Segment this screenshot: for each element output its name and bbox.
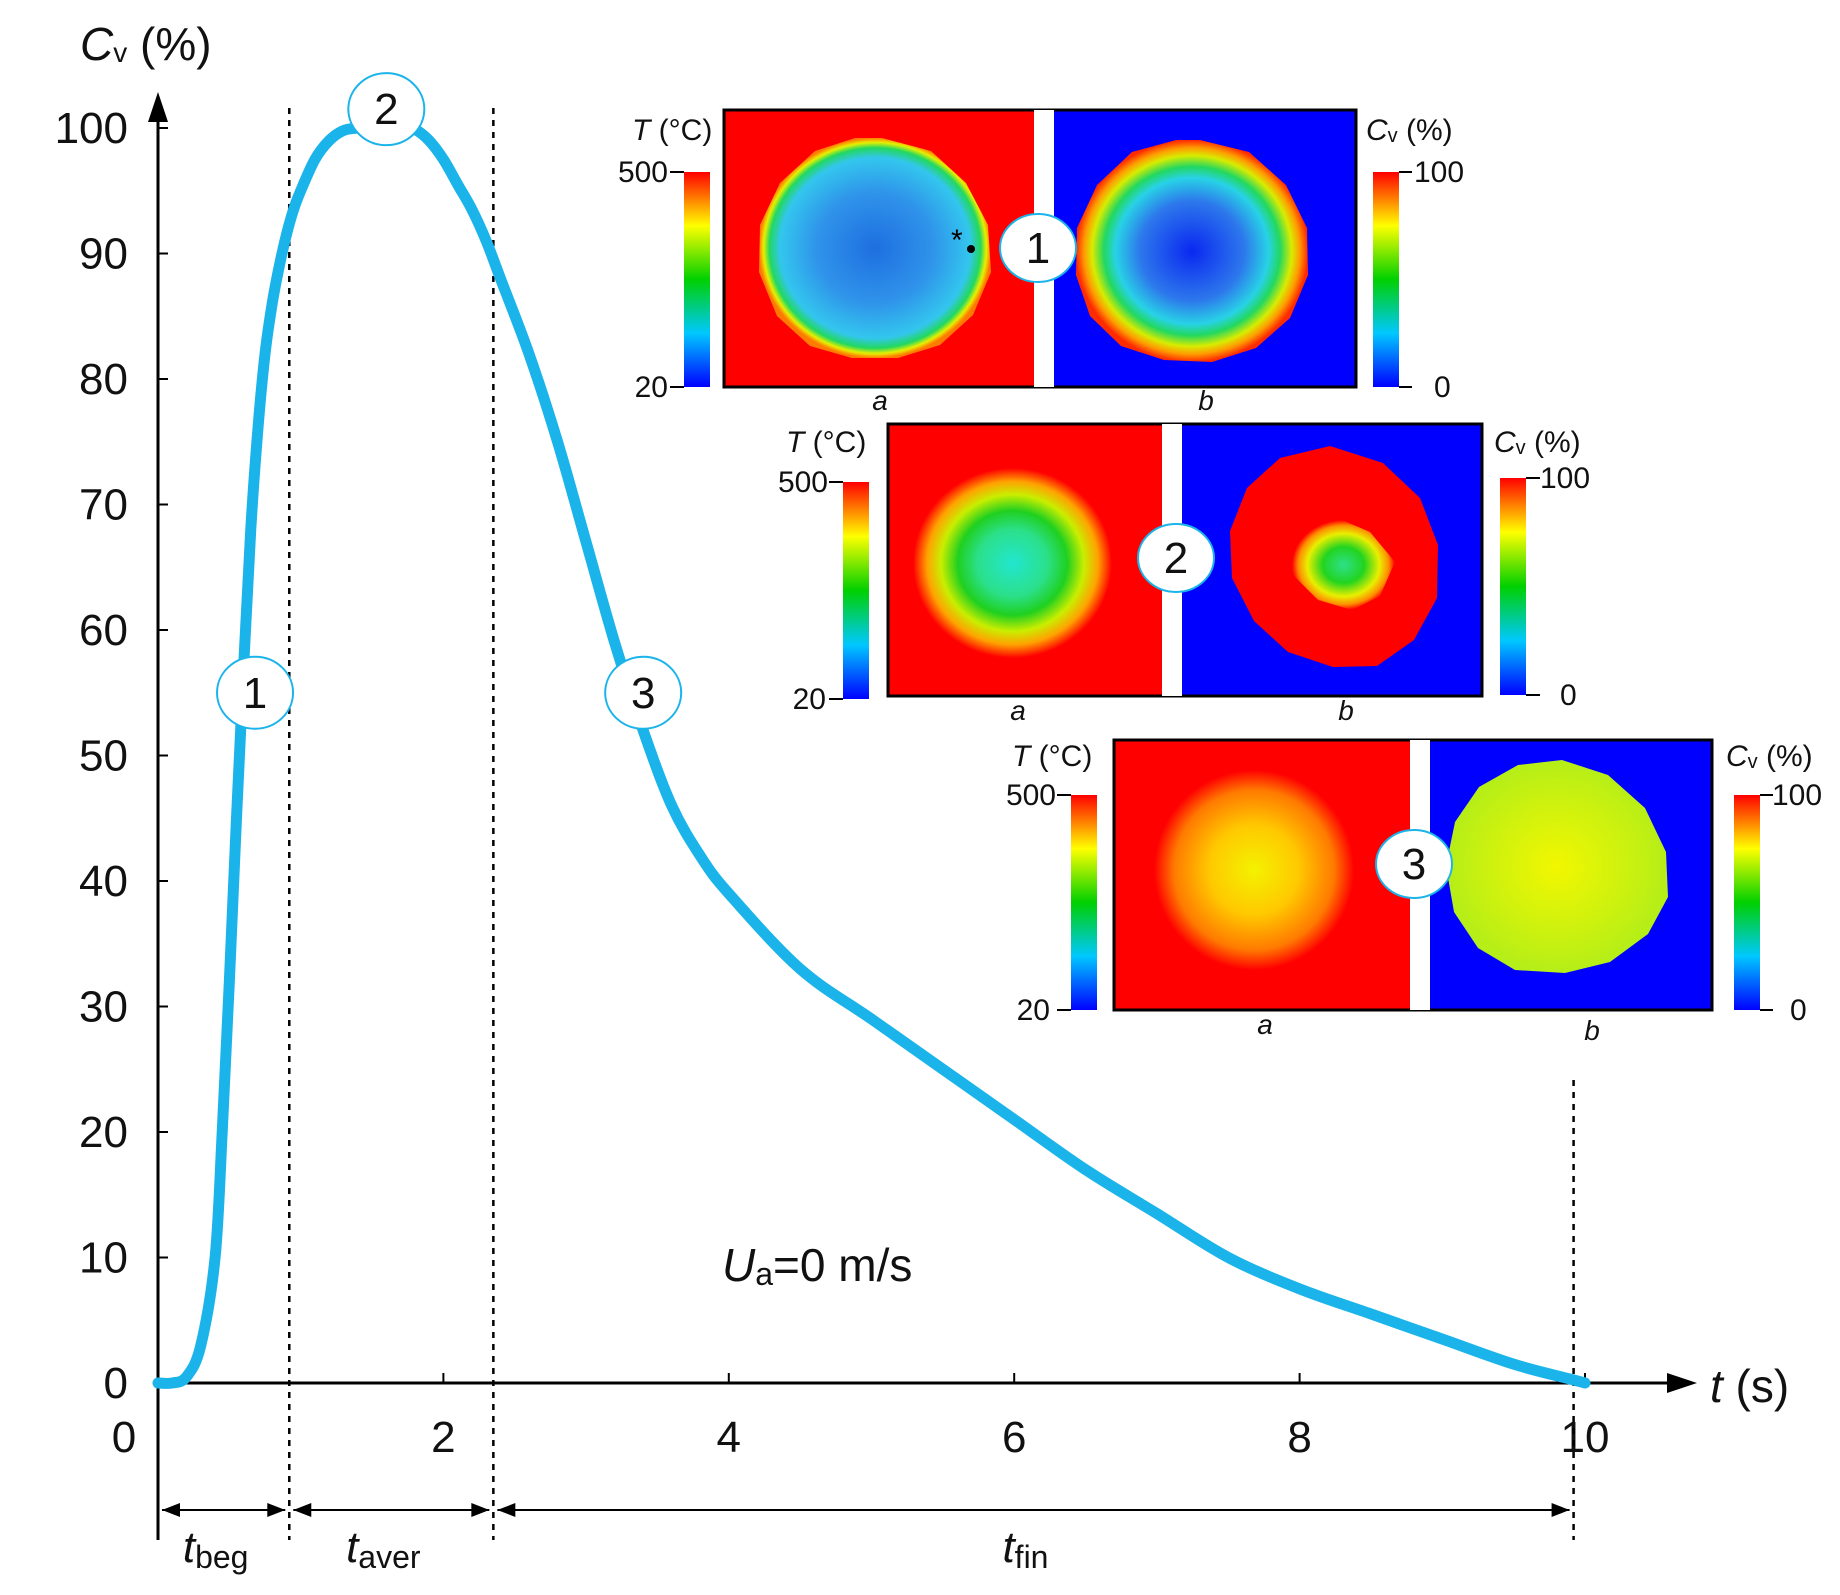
curve-marker <box>216 655 295 730</box>
inset-1-t-title: T (°C) <box>632 114 712 147</box>
x-tick-label: 0 <box>112 1413 136 1462</box>
y-tick-label: 40 <box>79 857 128 906</box>
y-tick-label: 70 <box>79 481 128 530</box>
interval-arrow-head-left <box>497 1503 516 1517</box>
y-ticks: 0 10 20 30 40 50 60 70 80 90 100 <box>55 104 168 1408</box>
inset-2-t-max: 500 <box>778 466 828 499</box>
interval-arrow-head-right <box>471 1503 490 1517</box>
curve-marker <box>347 72 426 147</box>
inset-2-t-colorbar <box>843 482 869 699</box>
inset-2-label-a: a <box>1010 695 1026 726</box>
y-tick-label: 10 <box>79 1234 128 1283</box>
interval-label: taver <box>346 1523 421 1575</box>
inset-2-label-b: b <box>1338 695 1354 726</box>
y-tick-label: 0 <box>104 1359 128 1408</box>
inset-1-cv-max: 100 <box>1414 156 1464 189</box>
inset-1-t-max: 500 <box>618 156 668 189</box>
inset-3-vapor-field <box>1446 760 1668 973</box>
inset-3-marker-label: 3 <box>1402 840 1426 889</box>
curve-marker <box>604 655 683 730</box>
inset-3-temperature-field <box>1154 770 1354 970</box>
x-ticks: 0 2 4 6 8 10 <box>112 1373 1610 1462</box>
interval-arrow-head-left <box>162 1503 180 1517</box>
y-tick-label: 80 <box>79 355 128 404</box>
inset-3-cv-min: 0 <box>1790 994 1807 1027</box>
inset-2-marker <box>1137 523 1215 593</box>
inset-2-cv-max: 100 <box>1540 462 1590 495</box>
inset-2-marker-label: 2 <box>1164 534 1188 583</box>
x-tick-label: 8 <box>1287 1413 1311 1462</box>
y-tick-label: 90 <box>79 230 128 279</box>
inset-3-label-b: b <box>1584 1015 1600 1046</box>
interval-label: tbeg <box>183 1523 249 1575</box>
x-axis-title: t (s) <box>1710 1360 1789 1412</box>
inset-2-cv-title: Cv (%) <box>1494 426 1581 459</box>
curve-marker-label: 2 <box>374 85 398 134</box>
inset-1-marker <box>999 213 1077 283</box>
y-axis-title: Cv (%) <box>80 18 212 70</box>
y-tick-label: 50 <box>79 732 128 781</box>
inset-1-label-a: a <box>872 385 888 416</box>
y-tick-label: 100 <box>55 104 128 153</box>
inset-1-vapor-field <box>1076 140 1308 362</box>
inset-3-cv-title: Cv (%) <box>1726 740 1813 773</box>
x-tick-label: 6 <box>1002 1413 1026 1462</box>
inset-2-cv-colorbar <box>1500 478 1526 695</box>
inset-3-cv-colorbar <box>1734 795 1760 1010</box>
interval-label: tfin <box>1002 1523 1048 1575</box>
curve-marker-label: 1 <box>243 669 267 718</box>
interval-arrow-head-right <box>267 1503 286 1517</box>
inset-3: T (°C) 500 20 3 a b Cv (%) 100 0 <box>1006 738 1822 1046</box>
inset-1-cv-colorbar <box>1373 172 1399 387</box>
inset-2-frame <box>886 422 1484 698</box>
inset-2: T (°C) 500 20 2 a b Cv (%) 100 0 <box>778 422 1590 726</box>
x-tick-label: 2 <box>431 1413 455 1462</box>
inset-2-cv-min: 0 <box>1560 679 1577 712</box>
inset-1-cv-title: Cv (%) <box>1366 114 1453 147</box>
y-tick-label: 30 <box>79 983 128 1032</box>
inset-1-label-b: b <box>1198 385 1214 416</box>
inset-1-t-colorbar <box>684 172 710 387</box>
x-tick-label: 4 <box>717 1413 741 1462</box>
inset-3-marker <box>1375 829 1453 899</box>
inset-3-t-colorbar <box>1071 795 1097 1010</box>
inset-2-temperature-field <box>913 468 1112 658</box>
inset-3-t-title: T (°C) <box>1012 740 1092 773</box>
inset-2-vapor-core <box>1292 520 1395 610</box>
time-intervals: tbeg taver tfin <box>162 1503 1570 1575</box>
inset-1-temperature-field <box>759 138 991 358</box>
inset-3-t-max: 500 <box>1006 779 1056 812</box>
inset-1-cv-min: 0 <box>1434 371 1451 404</box>
inset-1-probe-point <box>967 245 975 253</box>
y-tick-label: 20 <box>79 1108 128 1157</box>
x-tick-label: 10 <box>1561 1413 1610 1462</box>
inset-1-point-label: * <box>951 224 963 257</box>
curve-marker-label: 3 <box>631 669 655 718</box>
inset-1-t-min: 20 <box>635 371 668 404</box>
inset-1-marker-label: 1 <box>1026 224 1050 273</box>
inset-3-label-a: a <box>1257 1009 1273 1040</box>
inset-1: T (°C) 500 20 * 1 a b Cv (%) 100 0 <box>618 108 1464 416</box>
y-tick-label: 60 <box>79 606 128 655</box>
vertical-guides <box>288 108 1575 1540</box>
curve-markers: 1 2 3 <box>216 72 683 730</box>
x-axis-arrow <box>1667 1373 1697 1393</box>
interval-arrow-head-left <box>293 1503 312 1517</box>
velocity-annotation: Ua=0 m/s <box>722 1239 912 1292</box>
inset-3-t-min: 20 <box>1017 994 1050 1027</box>
interval-arrow-head-right <box>1551 1503 1570 1517</box>
y-axis-arrow <box>148 92 168 122</box>
inset-3-cv-max: 100 <box>1772 779 1822 812</box>
inset-2-t-min: 20 <box>793 683 826 716</box>
inset-2-t-title: T (°C) <box>786 426 866 459</box>
